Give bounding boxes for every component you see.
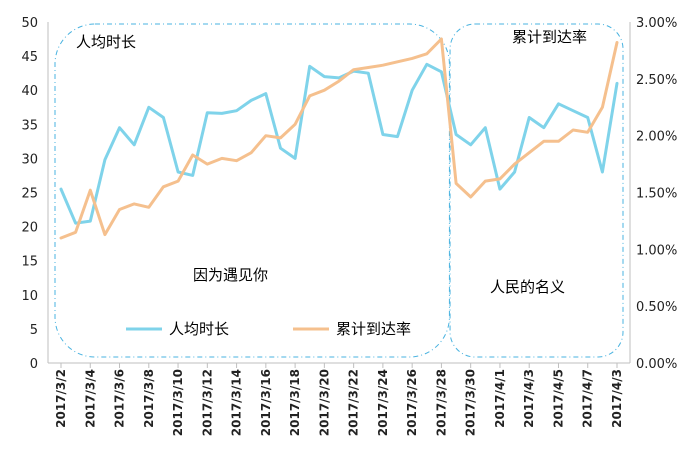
region1-label: 因为遇见你 bbox=[193, 266, 268, 284]
x-tick-label: 2017/3/12 bbox=[200, 369, 214, 436]
x-tick-label: 2017/4/3 bbox=[522, 369, 536, 428]
legend-label-series-2: 累计到达率 bbox=[336, 320, 411, 338]
highlight-regions bbox=[54, 23, 624, 358]
x-tick-label: 2017/3/10 bbox=[171, 369, 185, 436]
x-tick-label: 2017/3/24 bbox=[376, 369, 390, 436]
x-tick-label: 2017/3/22 bbox=[347, 369, 361, 436]
axes: 0 5 10 15 20 25 30 35 40 45 50 0.00% 0.50% 1.00% 1.50%… bbox=[21, 16, 677, 436]
y-right-tick-label: 1.50% bbox=[636, 187, 677, 202]
y-right-tick-label: 1.00% bbox=[636, 243, 677, 258]
x-tick-label: 2017/3/28 bbox=[434, 369, 448, 436]
x-tick-label: 2017/3/18 bbox=[288, 369, 302, 436]
region2-title: 累计到达率 bbox=[512, 28, 587, 46]
x-tick-label: 2017/4/3 bbox=[610, 369, 624, 428]
y-left-tick-label: 20 bbox=[21, 221, 38, 236]
x-tick-label: 2017/3/6 bbox=[113, 369, 127, 428]
y-right-tick-label: 2.00% bbox=[636, 130, 677, 145]
x-tick-label: 2017/3/26 bbox=[405, 369, 419, 436]
y-left-tick-label: 0 bbox=[30, 357, 38, 372]
x-tick-label: 2017/3/16 bbox=[259, 369, 273, 436]
x-tick-label: 2017/3/4 bbox=[83, 369, 97, 428]
y-right-tick-label: 2.50% bbox=[636, 73, 677, 88]
x-tick-label: 2017/3/30 bbox=[464, 369, 478, 436]
y-left-tick-label: 35 bbox=[21, 118, 38, 133]
legend: 人均时长 累计到达率 bbox=[126, 320, 411, 338]
x-tick-label: 2017/3/2 bbox=[54, 369, 68, 428]
highlight-region-1 bbox=[54, 23, 450, 358]
y-left-tick-label: 5 bbox=[30, 323, 38, 338]
y-right-tick-label: 0.50% bbox=[636, 300, 677, 315]
x-tick-label: 2017/4/5 bbox=[551, 369, 565, 428]
x-tick-label: 2017/4/1 bbox=[493, 369, 507, 428]
x-tick-label: 2017/3/14 bbox=[230, 369, 244, 436]
legend-label-series-1: 人均时长 bbox=[169, 320, 229, 338]
y-left-tick-label: 40 bbox=[21, 84, 38, 99]
y-left-tick-label: 30 bbox=[21, 152, 38, 167]
y-right-tick-label: 0.00% bbox=[636, 357, 677, 372]
x-tick-label: 2017/3/8 bbox=[142, 369, 156, 428]
series-line-1 bbox=[59, 62, 619, 225]
y-left-tick-label: 45 bbox=[21, 50, 38, 65]
y-right-tick-label: 3.00% bbox=[636, 16, 677, 31]
region1-title: 人均时长 bbox=[76, 33, 136, 51]
x-tick-label: 2017/4/7 bbox=[581, 369, 595, 428]
y-left-tick-label: 50 bbox=[21, 16, 38, 31]
series-line-2 bbox=[59, 37, 619, 240]
series-lines bbox=[59, 37, 619, 240]
x-tick-label: 2017/3/20 bbox=[317, 369, 331, 436]
y-left-tick-label: 10 bbox=[21, 289, 38, 304]
highlight-region-2 bbox=[449, 23, 624, 358]
region2-label: 人民的名义 bbox=[490, 278, 565, 296]
y-left-tick-label: 15 bbox=[21, 255, 38, 270]
y-left-tick-label: 25 bbox=[21, 187, 38, 202]
